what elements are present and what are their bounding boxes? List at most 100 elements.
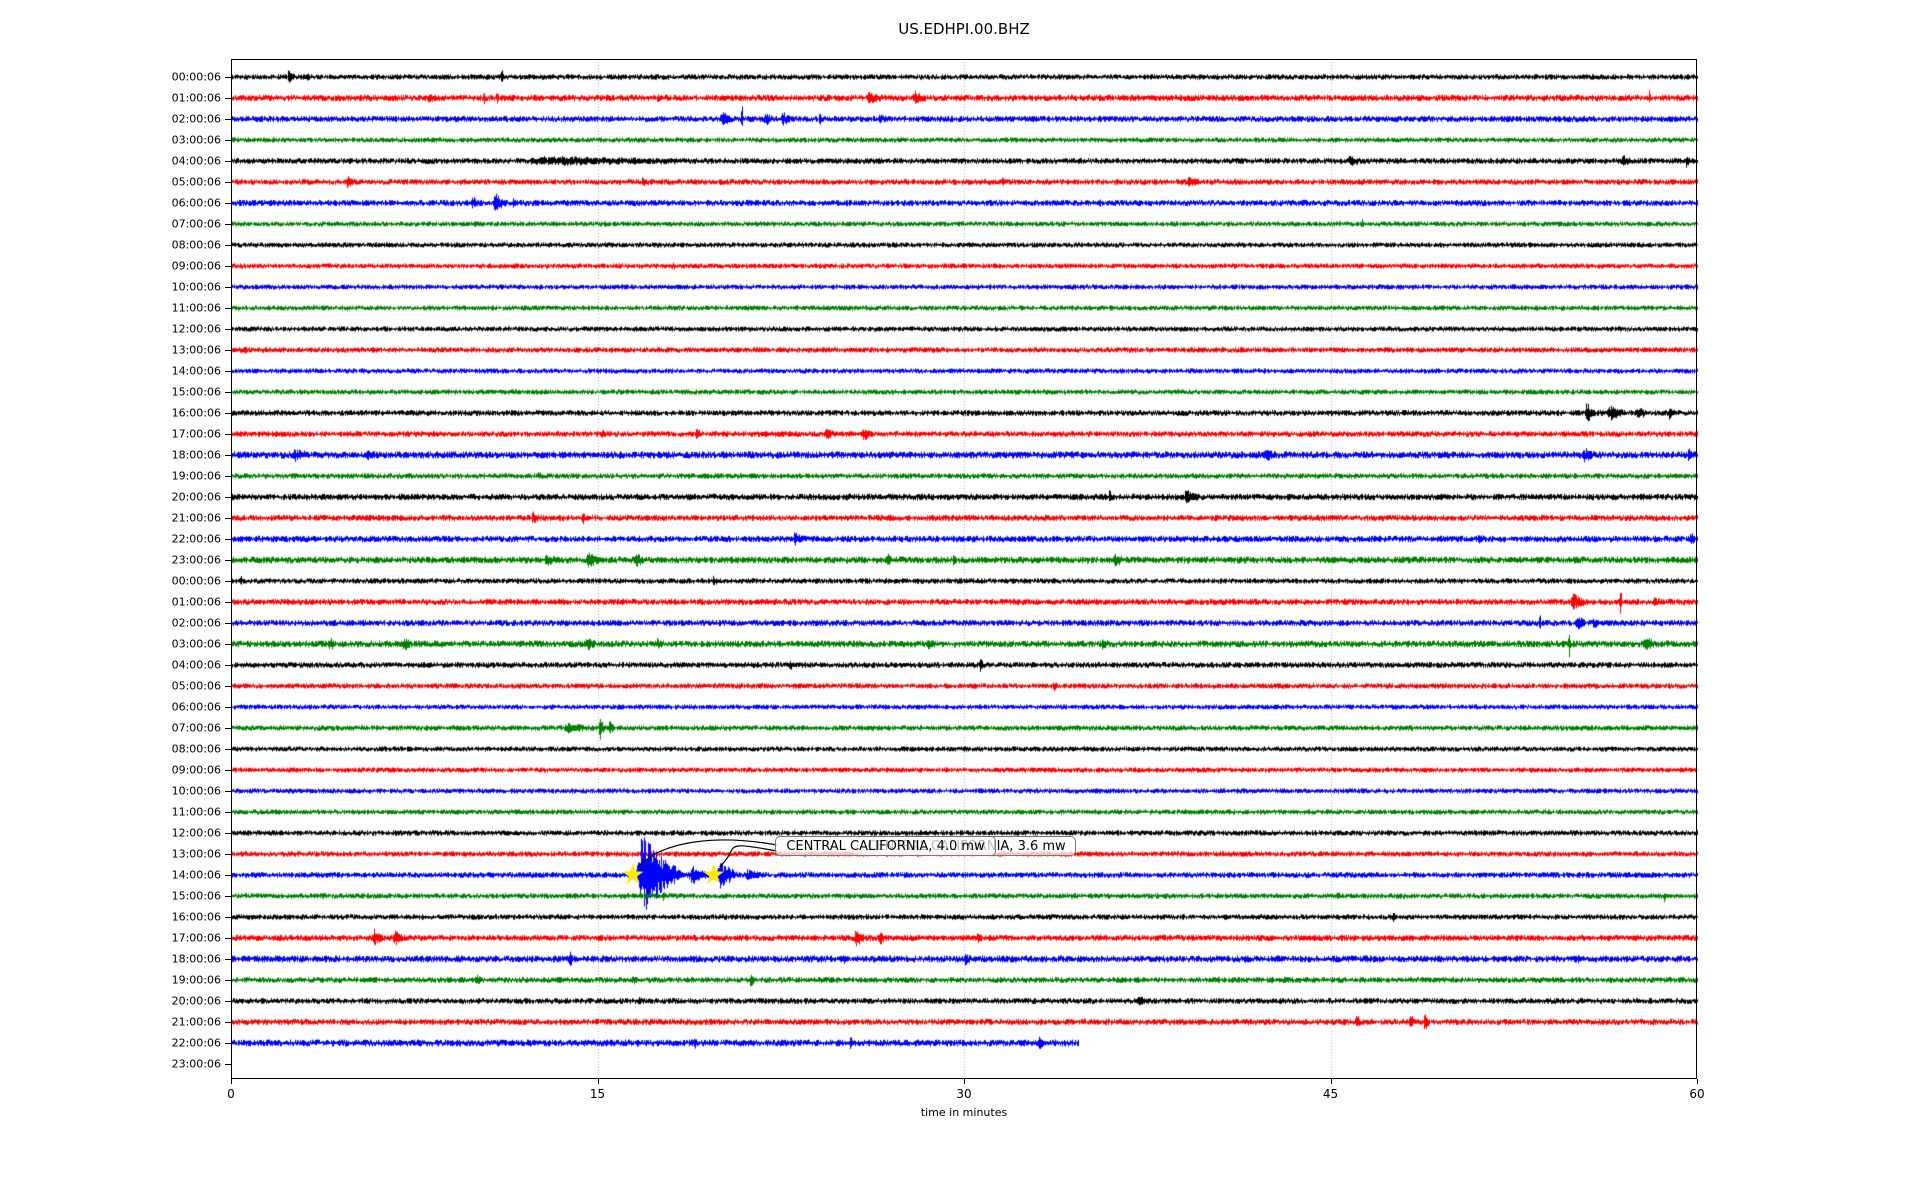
y-tick-mark	[225, 98, 231, 99]
y-tick-mark	[225, 854, 231, 855]
y-tick-mark	[225, 917, 231, 918]
y-tick-mark	[225, 1043, 231, 1044]
row-time-label: 23:00:06	[171, 1057, 221, 1071]
row-time-label: 19:00:06	[171, 973, 221, 987]
x-tick-mark	[1330, 1079, 1332, 1084]
y-tick-mark	[225, 182, 231, 183]
y-tick-mark	[225, 308, 231, 309]
row-time-label: 02:00:06	[171, 616, 221, 630]
y-tick-mark	[225, 791, 231, 792]
y-tick-mark	[225, 350, 231, 351]
y-tick-mark	[225, 1022, 231, 1023]
x-tick-label: 30	[956, 1087, 972, 1101]
x-tick-mark	[1697, 1079, 1698, 1084]
row-time-label: 17:00:06	[171, 427, 221, 441]
row-time-label: 07:00:06	[171, 217, 221, 231]
y-tick-mark	[225, 497, 231, 498]
y-tick-mark	[225, 392, 231, 393]
y-tick-mark	[225, 119, 231, 120]
x-tick-label: 0	[227, 1087, 235, 1101]
annotation-leader-line	[638, 839, 778, 868]
row-time-label: 09:00:06	[171, 259, 221, 273]
row-time-label: 17:00:06	[171, 931, 221, 945]
row-time-label: 10:00:06	[171, 784, 221, 798]
x-tick-mark	[231, 1079, 232, 1084]
row-time-label: 13:00:06	[171, 847, 221, 861]
row-time-label: 02:00:06	[171, 112, 221, 126]
y-tick-mark	[225, 203, 231, 204]
y-tick-mark	[225, 644, 231, 645]
row-time-label: 15:00:06	[171, 889, 221, 903]
y-tick-mark	[225, 77, 231, 78]
row-time-label: 03:00:06	[171, 133, 221, 147]
row-time-label: 14:00:06	[171, 868, 221, 882]
row-time-label: 12:00:06	[171, 322, 221, 336]
y-tick-mark	[225, 728, 231, 729]
row-time-label: 13:00:06	[171, 343, 221, 357]
y-tick-mark	[225, 434, 231, 435]
y-tick-mark	[225, 224, 231, 225]
row-time-label: 21:00:06	[171, 1015, 221, 1029]
row-time-label: 16:00:06	[171, 406, 221, 420]
x-tick-mark	[597, 1079, 599, 1084]
row-time-label: 18:00:06	[171, 952, 221, 966]
row-time-label: 19:00:06	[171, 469, 221, 483]
row-time-label: 09:00:06	[171, 763, 221, 777]
row-time-label: 01:00:06	[171, 91, 221, 105]
row-time-label: 14:00:06	[171, 364, 221, 378]
row-time-label: 16:00:06	[171, 910, 221, 924]
y-tick-mark	[225, 518, 231, 519]
x-tick-label: 45	[1322, 1087, 1339, 1101]
y-tick-mark	[225, 266, 231, 267]
row-time-label: 23:00:06	[171, 553, 221, 567]
y-tick-mark	[225, 896, 231, 897]
y-tick-mark	[225, 812, 231, 813]
y-tick-mark	[225, 161, 231, 162]
x-tick-mark	[964, 1079, 965, 1084]
row-time-label: 03:00:06	[171, 637, 221, 651]
y-tick-mark	[225, 875, 231, 876]
row-time-label: 20:00:06	[171, 994, 221, 1008]
x-tick-label: 15	[589, 1087, 606, 1101]
event-star-icon	[703, 864, 724, 884]
row-time-label: 05:00:06	[171, 679, 221, 693]
row-time-label: 00:00:06	[171, 70, 221, 84]
y-tick-mark	[225, 560, 231, 561]
row-time-label: 11:00:06	[171, 805, 221, 819]
row-time-label: 12:00:06	[171, 826, 221, 840]
y-tick-mark	[225, 833, 231, 834]
y-tick-mark	[225, 1001, 231, 1002]
row-time-label: 18:00:06	[171, 448, 221, 462]
y-tick-mark	[225, 938, 231, 939]
y-tick-mark	[225, 287, 231, 288]
y-tick-mark	[225, 707, 231, 708]
y-tick-mark	[225, 371, 231, 372]
row-time-label: 08:00:06	[171, 238, 221, 252]
row-time-label: 04:00:06	[171, 154, 221, 168]
y-tick-mark	[225, 413, 231, 414]
plot-border	[231, 59, 1697, 1079]
y-tick-mark	[225, 245, 231, 246]
y-tick-mark	[225, 770, 231, 771]
row-time-label: 08:00:06	[171, 742, 221, 756]
y-tick-mark	[225, 1064, 231, 1065]
row-time-label: 06:00:06	[171, 700, 221, 714]
row-time-label: 01:00:06	[171, 595, 221, 609]
event-annotation-label: CENTRAL CALIFORNIA, 4.0 mw	[775, 836, 996, 856]
row-time-label: 21:00:06	[171, 511, 221, 525]
row-time-label: 05:00:06	[171, 175, 221, 189]
y-tick-mark	[225, 980, 231, 981]
row-time-label: 15:00:06	[171, 385, 221, 399]
row-time-label: 07:00:06	[171, 721, 221, 735]
row-time-label: 22:00:06	[171, 532, 221, 546]
row-time-label: 10:00:06	[171, 280, 221, 294]
row-time-label: 11:00:06	[171, 301, 221, 315]
row-time-label: 00:00:06	[171, 574, 221, 588]
y-tick-mark	[225, 665, 231, 666]
annotation-leader-line	[719, 845, 778, 868]
y-tick-mark	[225, 581, 231, 582]
y-tick-mark	[225, 959, 231, 960]
y-tick-mark	[225, 686, 231, 687]
row-time-label: 20:00:06	[171, 490, 221, 504]
